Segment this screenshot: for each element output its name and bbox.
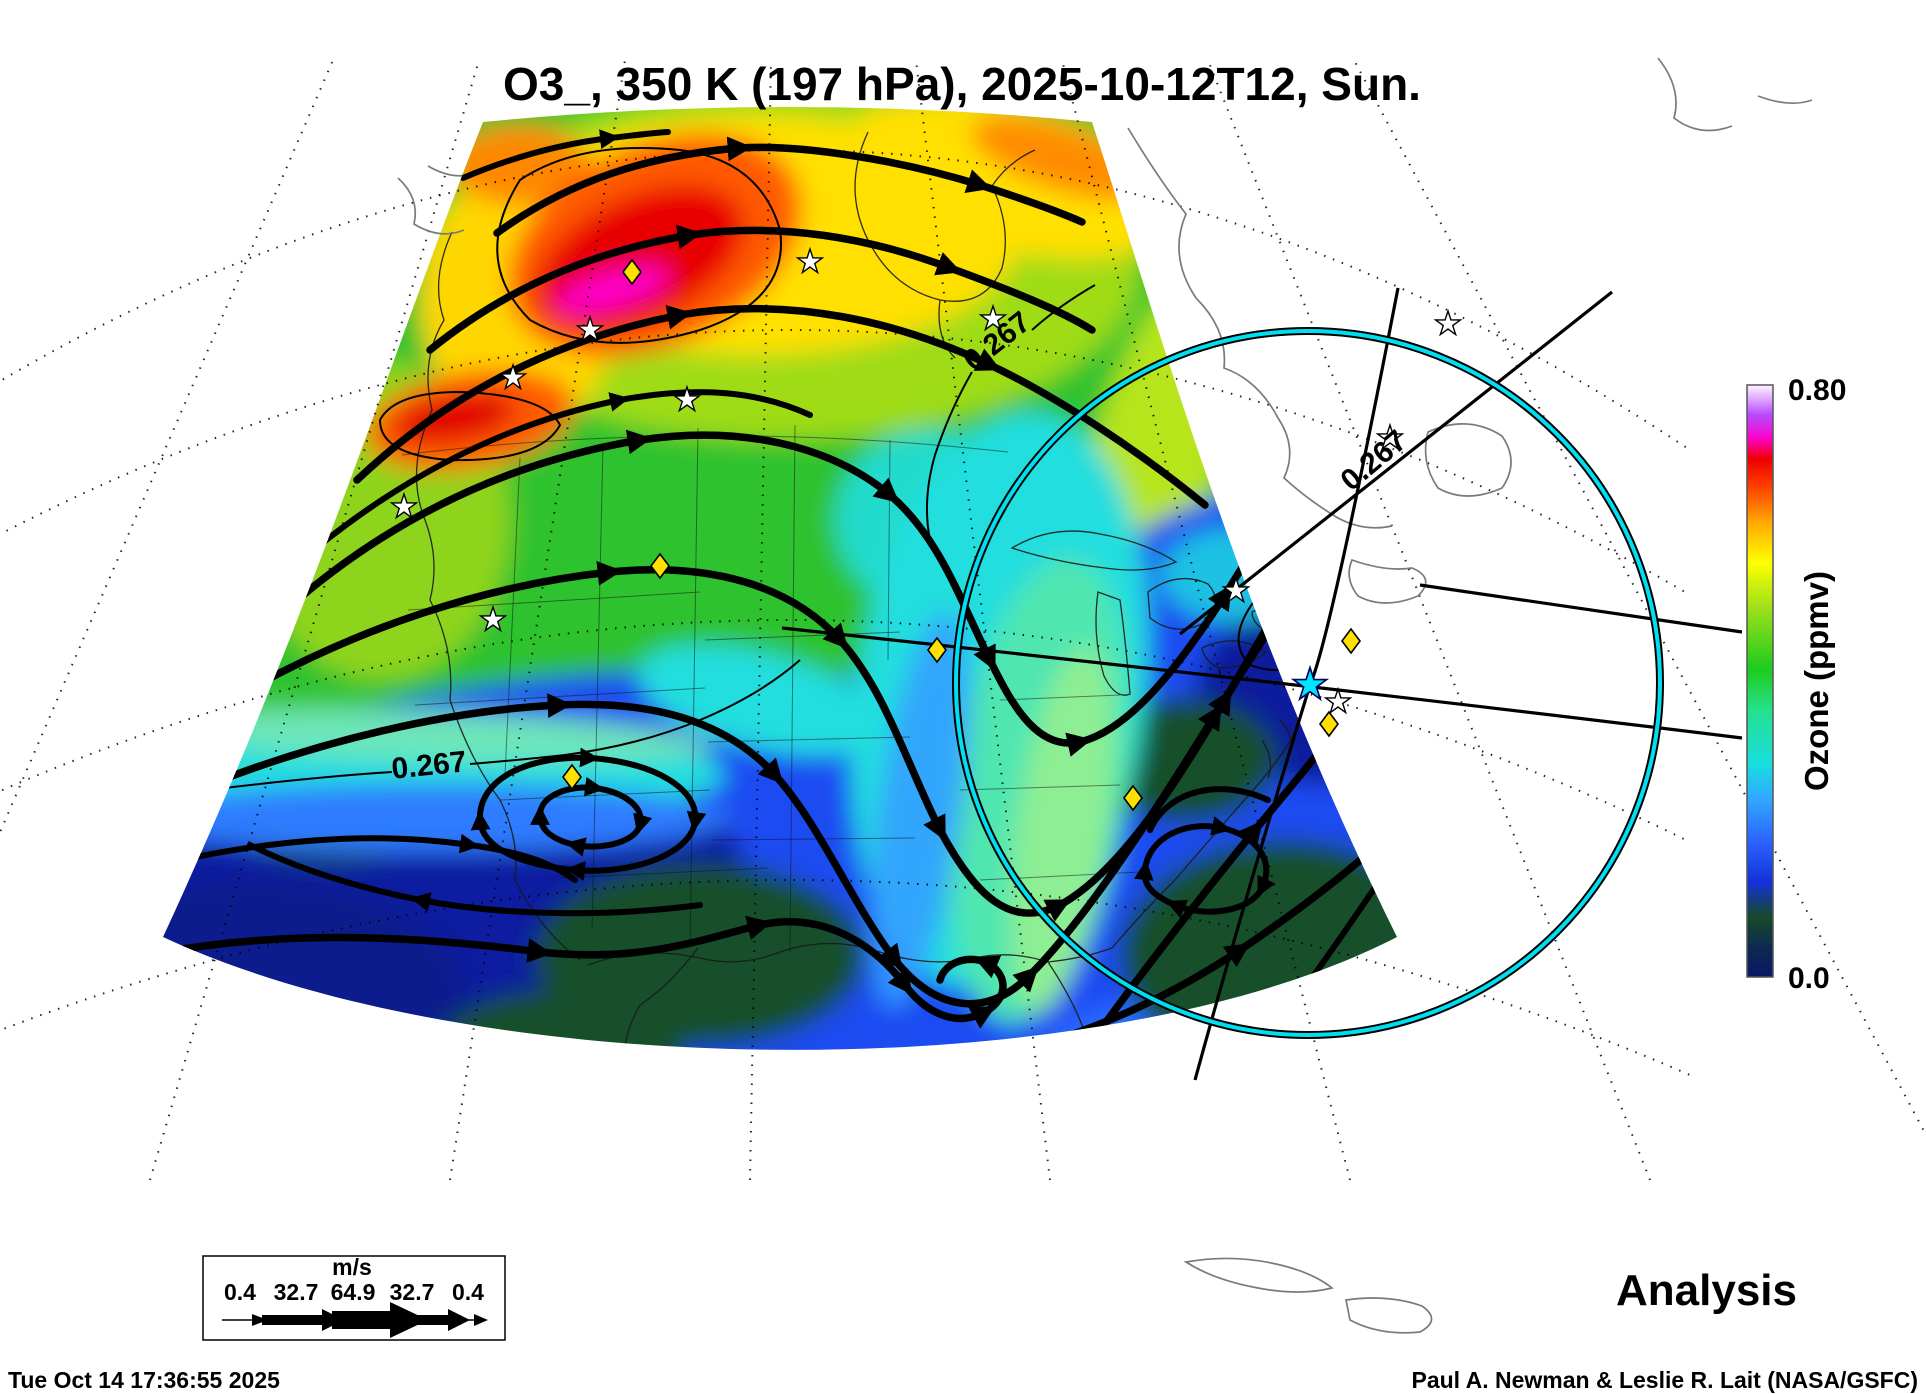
yellow-diamond-marker	[1319, 710, 1339, 738]
range-circle	[952, 327, 1664, 1039]
white-star-marker	[795, 246, 825, 275]
colorbar: 0.80 0.0 Ozone (ppmv)	[1746, 374, 1846, 995]
wind-legend-arrow-glyph	[222, 1302, 488, 1338]
wind-legend-tick: 0.4	[452, 1279, 484, 1305]
colorbar-axis-label: Ozone (ppmv)	[1798, 571, 1835, 791]
white-star-marker	[1433, 308, 1463, 337]
colorbar-max-label: 0.80	[1788, 374, 1846, 407]
white-star-marker	[978, 303, 1008, 332]
yellow-diamond-marker	[1341, 627, 1361, 655]
wind-legend-units: m/s	[332, 1254, 372, 1280]
white-star-marker	[478, 604, 508, 633]
wind-speed-legend: m/s 0.4 32.7 64.9 32.7 0.4	[202, 1254, 506, 1341]
wind-legend-tick: 64.9	[331, 1279, 376, 1305]
white-star-marker	[498, 362, 528, 391]
page-title: O3_, 350 K (197 hPa), 2025-10-12T12, Sun…	[503, 58, 1421, 110]
footer-credit: Paul A. Newman & Leslie R. Lait (NASA/GS…	[1411, 1367, 1918, 1393]
yellow-diamond-marker	[650, 552, 670, 580]
colorbar-min-label: 0.0	[1788, 962, 1830, 995]
yellow-diamond-marker	[1123, 784, 1143, 812]
colorbar-gradient	[1746, 384, 1774, 978]
station-markers	[389, 246, 1463, 812]
wind-legend-tick: 0.4	[224, 1279, 256, 1305]
white-star-marker	[575, 314, 605, 343]
footer-timestamp: Tue Oct 14 17:36:55 2025	[8, 1367, 280, 1393]
white-star-marker	[672, 384, 702, 413]
yellow-diamond-marker	[622, 258, 642, 286]
map-color-field	[163, 107, 1397, 1050]
yellow-diamond-marker	[927, 636, 947, 664]
cyan-star-marker	[1290, 664, 1330, 702]
wind-legend-tick: 32.7	[390, 1279, 435, 1305]
contour-label: 0.267	[390, 745, 468, 786]
white-star-marker	[1375, 422, 1405, 451]
analysis-label: Analysis	[1616, 1266, 1797, 1315]
white-star-marker	[1221, 575, 1251, 604]
yellow-diamond-marker	[562, 763, 582, 791]
graticule	[0, 59, 1926, 1181]
white-star-marker	[1323, 686, 1353, 715]
wind-legend-tick: 32.7	[274, 1279, 319, 1305]
white-star-marker	[389, 491, 419, 520]
